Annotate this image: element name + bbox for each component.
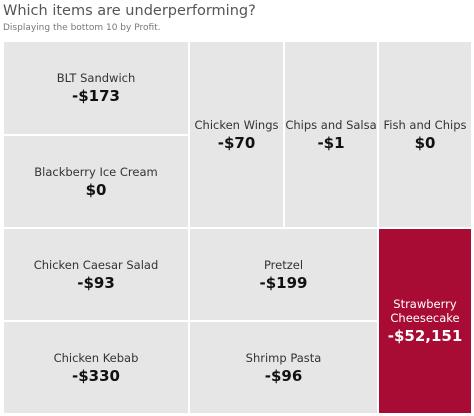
item-profit: -$96 [264, 366, 303, 385]
treemap-cell-shrimp-pasta[interactable]: Shrimp Pasta -$96 [189, 321, 378, 414]
chart-subtitle: Displaying the bottom 10 by Profit. [3, 23, 161, 33]
item-profit: -$70 [217, 133, 256, 152]
treemap-cell-fish-and-chips[interactable]: Fish and Chips $0 [378, 41, 472, 228]
item-name: Shrimp Pasta [245, 350, 322, 365]
item-profit: -$52,151 [387, 327, 463, 345]
item-profit: -$173 [72, 87, 120, 105]
treemap: BLT Sandwich -$173 Blackberry Ice Cream $0 C… [3, 41, 472, 414]
item-name: Chips and Salsa [285, 117, 377, 132]
item-name: Fish and Chips [383, 117, 467, 132]
item-profit: -$330 [72, 366, 120, 385]
item-profit: -$93 [77, 273, 115, 292]
treemap-cell-pretzel[interactable]: Pretzel -$199 [189, 228, 378, 321]
treemap-cell-chicken-wings[interactable]: Chicken Wings -$70 [189, 41, 284, 228]
treemap-cell-chips-and-salsa[interactable]: Chips and Salsa -$1 [284, 41, 378, 228]
treemap-cell-chicken-kebab[interactable]: Chicken Kebab -$330 [3, 321, 189, 414]
treemap-cell-strawberry-cheesecake[interactable]: Strawberry Cheesecake -$52,151 [378, 228, 472, 414]
item-name: Chicken Kebab [53, 350, 139, 365]
item-profit: -$1 [317, 133, 345, 152]
treemap-cell-blt-sandwich[interactable]: BLT Sandwich -$173 [3, 41, 189, 135]
item-name: Pretzel [263, 257, 304, 272]
item-name: BLT Sandwich [56, 71, 136, 85]
item-profit: $0 [85, 180, 107, 199]
item-profit: $0 [414, 133, 436, 152]
item-profit: -$199 [259, 273, 308, 292]
treemap-cell-chicken-caesar-salad[interactable]: Chicken Caesar Salad -$93 [3, 228, 189, 321]
item-name: Chicken Caesar Salad [33, 257, 159, 272]
item-name: Blackberry Ice Cream [34, 164, 158, 179]
item-name: Strawberry Cheesecake [390, 297, 460, 325]
chart-title: Which items are underperforming? [3, 3, 256, 19]
item-name: Chicken Wings [194, 117, 279, 132]
treemap-cell-blackberry-ice-cream[interactable]: Blackberry Ice Cream $0 [3, 135, 189, 228]
